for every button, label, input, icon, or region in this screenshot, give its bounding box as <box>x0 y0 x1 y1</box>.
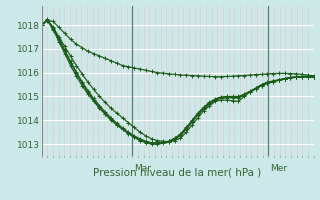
Text: Mar: Mar <box>134 164 151 173</box>
X-axis label: Pression niveau de la mer( hPa ): Pression niveau de la mer( hPa ) <box>93 167 262 177</box>
Text: Mer: Mer <box>270 164 287 173</box>
